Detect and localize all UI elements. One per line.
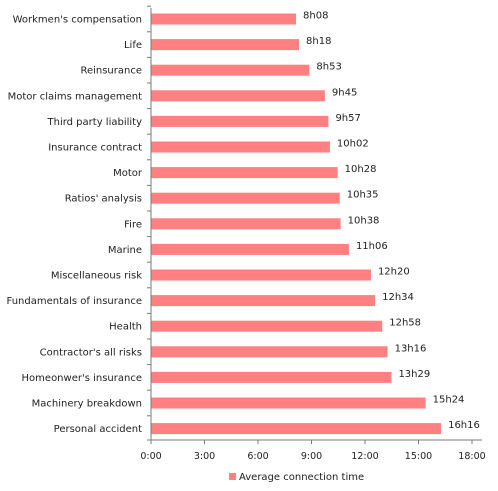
bars-layer: Workmen's compensation 8h08 Life 8h18 Reinsu…	[6, 11, 479, 436]
value-label: 8h53	[316, 62, 341, 73]
x-tick-label: 6:00	[247, 451, 268, 462]
bar	[151, 64, 310, 76]
value-label: 9h57	[335, 113, 360, 124]
category-label: Fire	[124, 219, 142, 230]
legend-swatch	[229, 473, 236, 480]
category-label: Insurance contract	[48, 143, 142, 154]
bar	[151, 13, 297, 25]
bar	[151, 90, 325, 102]
category-label: Health	[109, 322, 142, 333]
axis-layer: 0:00 3:00 6:00 9:00 12:00 15:00 18:00	[140, 5, 486, 462]
bar	[151, 269, 371, 281]
value-label: 9h45	[332, 87, 357, 98]
value-label: 13h29	[398, 369, 430, 380]
bar	[151, 295, 376, 307]
bar	[151, 346, 388, 358]
value-label: 15h24	[433, 395, 465, 406]
category-label: Miscellaneous risk	[51, 271, 142, 282]
legend-label: Average connection time	[239, 472, 364, 483]
value-label: 10h02	[337, 139, 369, 150]
bar	[151, 423, 442, 435]
value-label: 12h20	[378, 267, 410, 278]
bar	[151, 192, 340, 204]
category-label: Workmen's compensation	[13, 15, 142, 26]
x-tick-label: 15:00	[405, 451, 432, 462]
category-label: Motor	[113, 168, 143, 179]
category-label: Personal accident	[54, 424, 142, 435]
category-label: Motor claims management	[8, 91, 142, 102]
category-label: Contractor's all risks	[40, 347, 142, 358]
category-label: Marine	[108, 245, 142, 256]
category-label: Reinsurance	[80, 66, 142, 77]
bar	[151, 141, 330, 153]
category-label: Fundamentals of insurance	[6, 296, 142, 307]
legend: Average connection time	[229, 472, 364, 483]
bar	[151, 320, 383, 332]
category-label: Life	[124, 40, 142, 51]
bar	[151, 218, 341, 230]
value-label: 16h16	[448, 420, 480, 431]
value-label: 12h34	[382, 292, 414, 303]
category-label: Third party liability	[47, 117, 143, 128]
category-label: Machinery breakdown	[32, 399, 142, 410]
value-label: 12h58	[389, 318, 421, 329]
bar	[151, 115, 329, 127]
x-tick-label: 0:00	[140, 451, 161, 462]
value-label: 10h35	[347, 190, 379, 201]
bar	[151, 39, 300, 51]
bar	[151, 397, 426, 409]
category-label: Homeonwer's insurance	[22, 373, 142, 384]
category-label: Ratios' analysis	[65, 194, 142, 205]
x-tick-label: 18:00	[458, 451, 485, 462]
value-label: 10h38	[348, 215, 380, 226]
value-label: 10h28	[345, 164, 377, 175]
bar	[151, 167, 338, 179]
x-tick-label: 9:00	[301, 451, 322, 462]
bar	[151, 243, 349, 255]
value-label: 8h08	[303, 11, 328, 22]
bar	[151, 371, 392, 383]
value-label: 8h18	[306, 36, 331, 47]
value-label: 13h16	[395, 343, 427, 354]
x-tick-label: 12:00	[351, 451, 378, 462]
x-tick-label: 3:00	[194, 451, 215, 462]
value-label: 11h06	[356, 241, 388, 252]
